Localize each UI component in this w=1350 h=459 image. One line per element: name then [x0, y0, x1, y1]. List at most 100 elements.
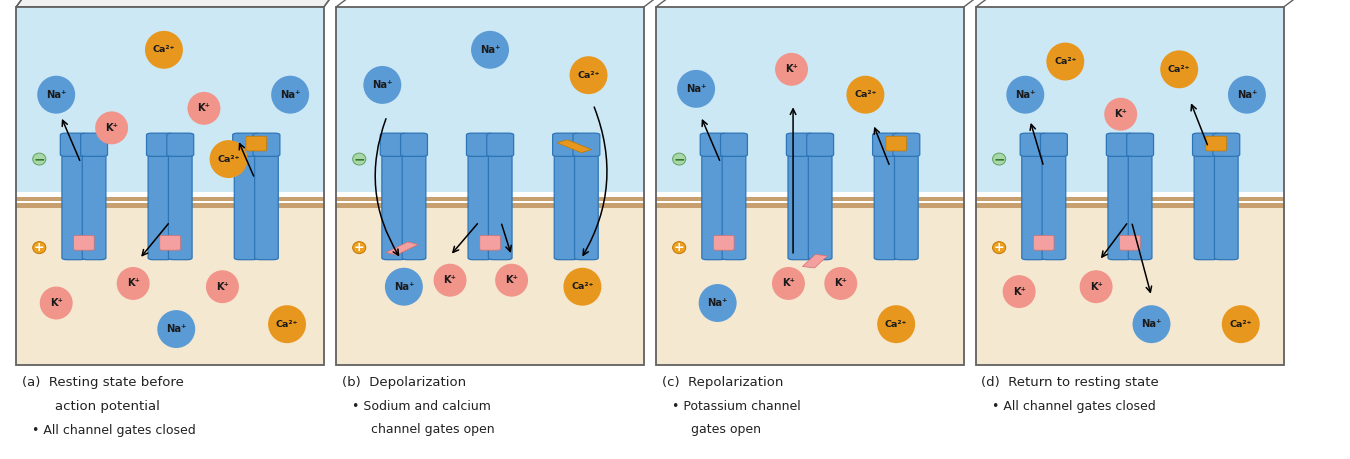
Text: −: − [674, 152, 684, 166]
FancyBboxPatch shape [1107, 133, 1133, 157]
FancyBboxPatch shape [169, 149, 192, 260]
Ellipse shape [775, 53, 809, 86]
Bar [656, 197, 964, 201]
Text: Na⁺: Na⁺ [686, 84, 706, 94]
Text: Na⁺: Na⁺ [279, 90, 300, 100]
Text: Ca²⁺: Ca²⁺ [1230, 319, 1251, 329]
Text: • All channel gates closed: • All channel gates closed [992, 400, 1156, 413]
Bar [16, 205, 324, 365]
Ellipse shape [1222, 305, 1260, 343]
FancyBboxPatch shape [252, 133, 279, 157]
FancyBboxPatch shape [82, 149, 105, 260]
Text: K⁺: K⁺ [127, 279, 139, 288]
Ellipse shape [1228, 76, 1266, 114]
Bar [976, 197, 1284, 201]
Text: K⁺: K⁺ [1012, 286, 1026, 297]
Text: Ca²⁺: Ca²⁺ [1168, 65, 1191, 74]
Ellipse shape [271, 76, 309, 114]
FancyBboxPatch shape [1108, 149, 1131, 260]
Ellipse shape [672, 153, 686, 165]
Ellipse shape [209, 140, 247, 178]
Bar [976, 7, 1284, 365]
Text: gates open: gates open [691, 423, 761, 436]
Ellipse shape [992, 153, 1006, 165]
FancyBboxPatch shape [721, 133, 748, 157]
Bar [16, 197, 324, 201]
Text: Ca²⁺: Ca²⁺ [217, 155, 240, 163]
Ellipse shape [471, 31, 509, 69]
FancyBboxPatch shape [701, 133, 728, 157]
Text: Na⁺: Na⁺ [373, 80, 393, 90]
FancyBboxPatch shape [1042, 149, 1065, 260]
Text: K⁺: K⁺ [444, 275, 456, 285]
FancyBboxPatch shape [1192, 133, 1219, 157]
Ellipse shape [38, 76, 76, 114]
Ellipse shape [846, 76, 884, 114]
Text: • Potassium channel: • Potassium channel [672, 400, 801, 413]
Text: −: − [34, 152, 45, 166]
Ellipse shape [1133, 305, 1170, 343]
Text: −: − [994, 152, 1004, 166]
Ellipse shape [269, 305, 306, 343]
Text: K⁺: K⁺ [1089, 282, 1103, 292]
Ellipse shape [385, 268, 423, 306]
Ellipse shape [1003, 275, 1035, 308]
FancyBboxPatch shape [1212, 133, 1239, 157]
Text: Na⁺: Na⁺ [1237, 90, 1257, 100]
Bar [336, 203, 644, 207]
FancyBboxPatch shape [872, 133, 899, 157]
Ellipse shape [207, 270, 239, 303]
FancyBboxPatch shape [479, 235, 501, 250]
FancyBboxPatch shape [895, 149, 918, 260]
FancyBboxPatch shape [552, 133, 579, 157]
Text: Ca²⁺: Ca²⁺ [855, 90, 876, 99]
Ellipse shape [39, 286, 73, 319]
Text: Na⁺: Na⁺ [166, 324, 186, 334]
Bar [656, 205, 964, 365]
FancyBboxPatch shape [81, 133, 108, 157]
FancyBboxPatch shape [402, 149, 425, 260]
FancyBboxPatch shape [1041, 133, 1068, 157]
Text: +: + [994, 241, 1004, 254]
Text: +: + [34, 241, 45, 254]
FancyBboxPatch shape [74, 235, 94, 250]
Ellipse shape [116, 267, 150, 300]
Bar [336, 7, 644, 365]
FancyBboxPatch shape [61, 133, 88, 157]
Ellipse shape [32, 241, 46, 253]
Ellipse shape [188, 92, 220, 125]
Bar [336, 197, 644, 201]
Text: Ca²⁺: Ca²⁺ [578, 71, 599, 80]
Ellipse shape [563, 268, 601, 306]
Bar [16, 7, 324, 192]
Text: −: − [354, 152, 364, 166]
FancyBboxPatch shape [1034, 235, 1054, 250]
Ellipse shape [352, 241, 366, 253]
Ellipse shape [144, 31, 182, 69]
Text: action potential: action potential [55, 400, 161, 413]
FancyBboxPatch shape [487, 133, 513, 157]
Text: Na⁺: Na⁺ [46, 90, 66, 100]
FancyBboxPatch shape [167, 133, 193, 157]
Bar [976, 7, 1284, 192]
FancyBboxPatch shape [1022, 149, 1045, 260]
Ellipse shape [1080, 270, 1112, 303]
Text: K⁺: K⁺ [786, 64, 798, 74]
Ellipse shape [95, 112, 128, 144]
FancyBboxPatch shape [714, 235, 734, 250]
Text: Na⁺: Na⁺ [1015, 90, 1035, 100]
Text: K⁺: K⁺ [1114, 109, 1127, 119]
Text: Ca²⁺: Ca²⁺ [886, 319, 907, 329]
Ellipse shape [1006, 76, 1045, 114]
FancyBboxPatch shape [787, 133, 813, 157]
Ellipse shape [158, 310, 196, 348]
Ellipse shape [363, 66, 401, 104]
Text: Ca²⁺: Ca²⁺ [1054, 57, 1076, 66]
Bar [16, 7, 324, 365]
FancyBboxPatch shape [1215, 149, 1238, 260]
Text: (c)  Repolarization: (c) Repolarization [662, 376, 783, 389]
FancyBboxPatch shape [575, 149, 598, 260]
FancyBboxPatch shape [702, 149, 725, 260]
Ellipse shape [878, 305, 915, 343]
Text: +: + [674, 241, 684, 254]
